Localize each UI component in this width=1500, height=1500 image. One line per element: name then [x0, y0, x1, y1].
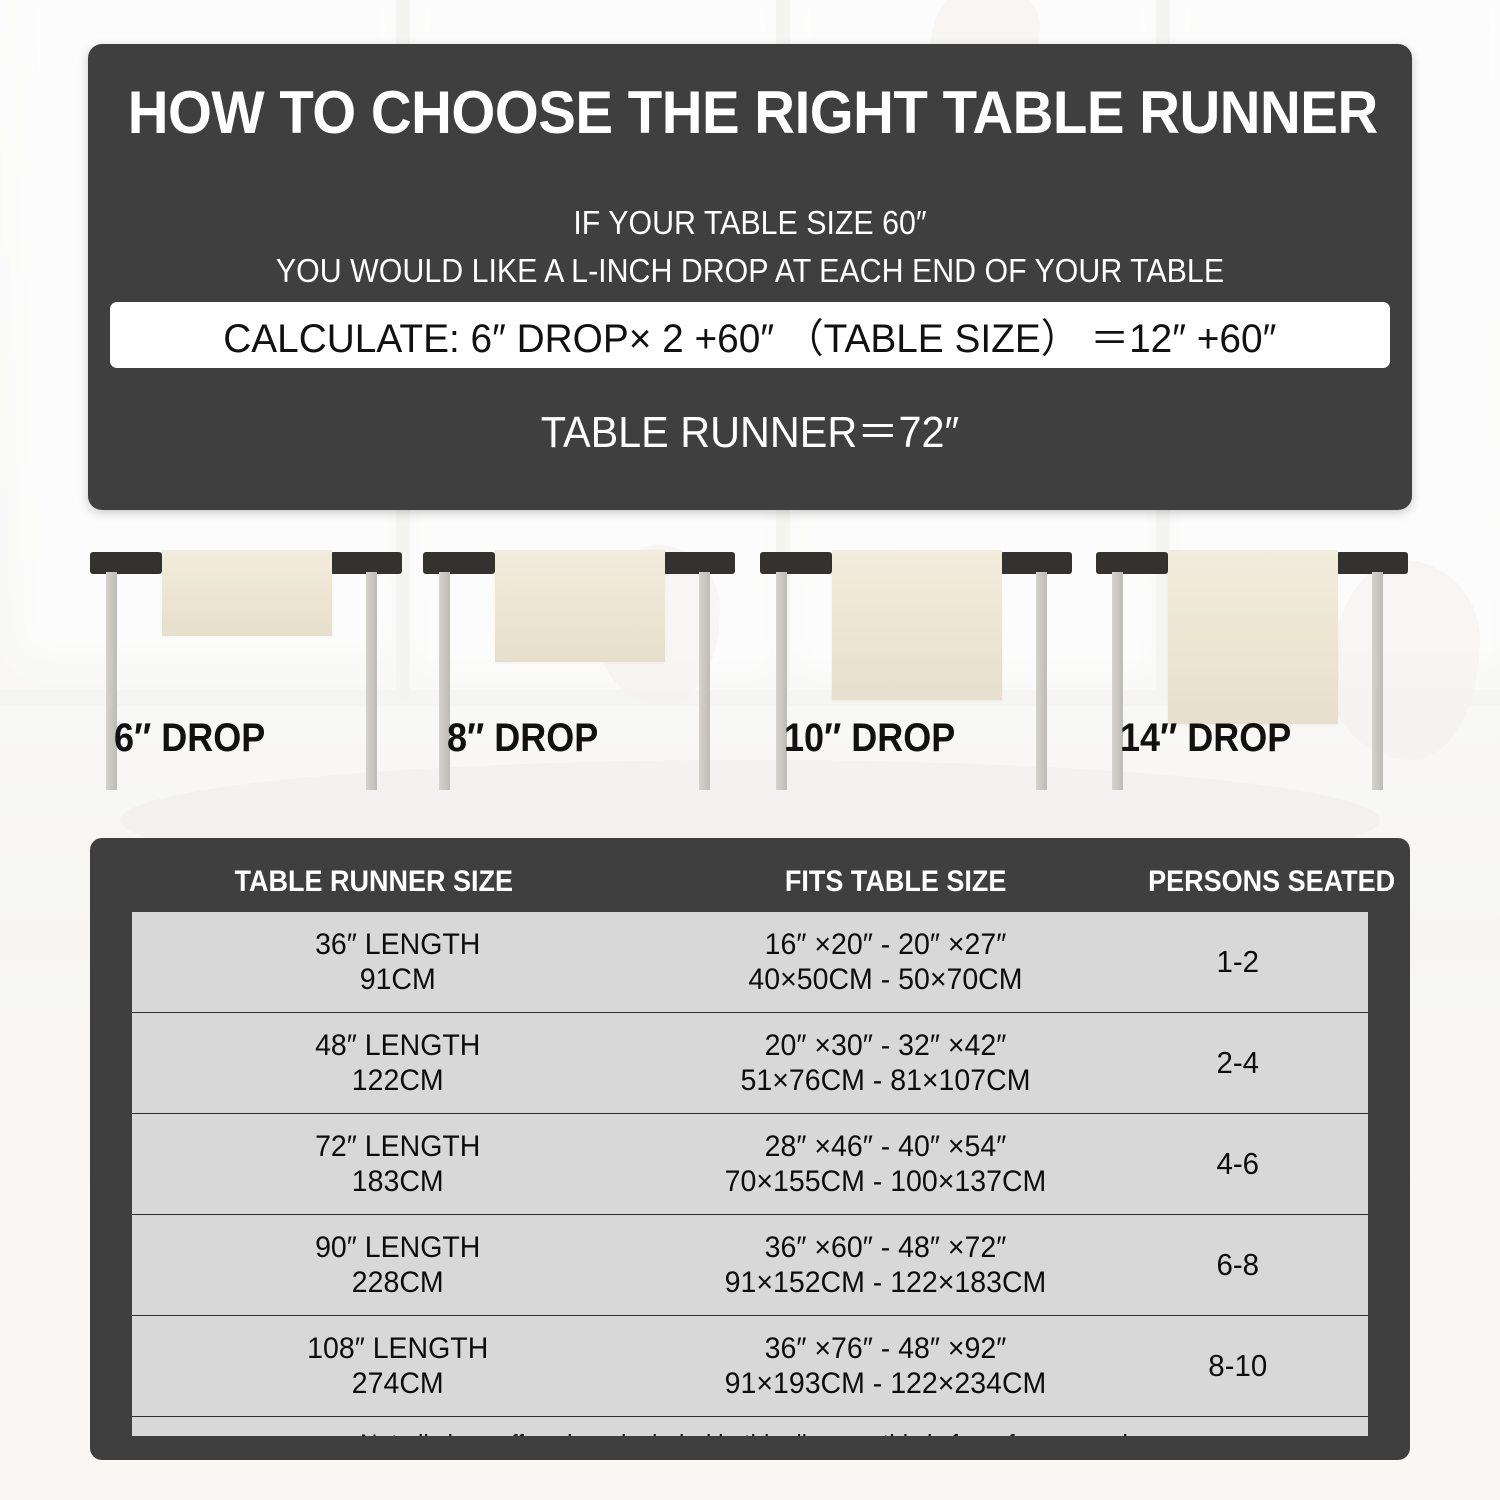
table-leg-left	[776, 572, 787, 790]
drop-illustration: 10″ DROP	[760, 540, 1080, 790]
drop-illustrations: 6″ DROP 8″ DROP 10″ DROP 14″ DROP	[90, 540, 1416, 790]
fits-size-inches: 28″ ×46″ - 40″ ×54″	[765, 1129, 1007, 1163]
drop-illustration: 14″ DROP	[1096, 540, 1416, 790]
table-body: 36″ LENGTH 91CM 16″ ×20″ - 20″ ×27″ 40×5…	[132, 912, 1368, 1436]
table-row: 90″ LENGTH 228CM 36″ ×60″ - 48″ ×72″ 91×…	[132, 1215, 1368, 1316]
header-panel: HOW TO CHOOSE THE RIGHT TABLE RUNNER IF …	[88, 44, 1412, 510]
runner-size-inches: 90″ LENGTH	[315, 1230, 481, 1264]
table-row: 72″ LENGTH 183CM 28″ ×46″ - 40″ ×54″ 70×…	[132, 1114, 1368, 1215]
column-header-persons: PERSONS SEATED	[1147, 865, 1395, 898]
table-leg-right	[366, 572, 377, 790]
runner-total-result: TABLE RUNNER＝72″	[540, 408, 960, 457]
table-leg-right	[1372, 572, 1383, 790]
cell-fits-table-size: 28″ ×46″ - 40″ ×54″ 70×155CM - 100×137CM	[675, 1129, 1098, 1200]
calculation-box: CALCULATE: 6″ DROP× 2 +60″ （TABLE SIZE） …	[110, 302, 1390, 368]
column-header-fits-table: FITS TABLE SIZE	[784, 865, 1006, 898]
table-runner-fabric	[162, 550, 332, 636]
cell-fits-table-size: 36″ ×76″ - 48″ ×92″ 91×193CM - 122×234CM	[675, 1331, 1098, 1402]
table-row: 36″ LENGTH 91CM 16″ ×20″ - 20″ ×27″ 40×5…	[132, 912, 1368, 1013]
cell-fits-table-size: 20″ ×30″ - 32″ ×42″ 51×76CM - 81×107CM	[675, 1028, 1098, 1099]
table-disclaimer-note: Not all sizes offered are included in th…	[151, 1417, 1350, 1437]
fits-size-cm: 51×76CM - 81×107CM	[740, 1064, 1031, 1097]
fits-size-cm: 40×50CM - 50×70CM	[748, 963, 1023, 996]
cell-runner-size: 36″ LENGTH 91CM	[145, 927, 650, 998]
fits-size-inches: 36″ ×76″ - 48″ ×92″	[765, 1331, 1007, 1365]
drop-label: 14″ DROP	[1120, 716, 1292, 760]
table-leg-left	[106, 572, 117, 790]
cell-runner-size: 108″ LENGTH 274CM	[145, 1331, 650, 1402]
fits-size-cm: 70×155CM - 100×137CM	[725, 1165, 1047, 1198]
tabletop-left-edge	[423, 552, 495, 574]
drop-illustration: 8″ DROP	[423, 540, 743, 790]
table-leg-right	[699, 572, 710, 790]
runner-size-cm: 274CM	[351, 1367, 444, 1400]
cell-runner-size: 48″ LENGTH 122CM	[145, 1028, 650, 1099]
size-table-panel: TABLE RUNNER SIZE FITS TABLE SIZE PERSON…	[90, 838, 1410, 1460]
tabletop-right-edge	[330, 552, 402, 574]
tabletop-left-edge	[1096, 552, 1168, 574]
runner-size-inches: 36″ LENGTH	[315, 927, 481, 961]
calculation-formula: CALCULATE: 6″ DROP× 2 +60″ （TABLE SIZE） …	[223, 317, 1277, 361]
fits-size-inches: 36″ ×60″ - 48″ ×72″	[765, 1230, 1007, 1264]
cell-fits-table-size: 36″ ×60″ - 48″ ×72″ 91×152CM - 122×183CM	[675, 1230, 1098, 1301]
table-leg-right	[1036, 572, 1047, 790]
cell-persons-seated: 1-2	[1216, 944, 1260, 979]
subtitle-drop-instruction: YOU WOULD LIKE A L-INCH DROP AT EACH END…	[275, 252, 1225, 289]
cell-runner-size: 72″ LENGTH 183CM	[145, 1129, 650, 1200]
subtitle-table-size: IF YOUR TABLE SIZE 60″	[573, 204, 927, 241]
drop-label: 6″ DROP	[114, 716, 266, 760]
tabletop-left-edge	[90, 552, 162, 574]
runner-size-inches: 108″ LENGTH	[307, 1331, 489, 1365]
drop-label: 10″ DROP	[784, 716, 956, 760]
table-runner-fabric	[1168, 550, 1338, 724]
cell-runner-size: 90″ LENGTH 228CM	[145, 1230, 650, 1301]
drop-label: 8″ DROP	[447, 716, 599, 760]
cell-persons-seated: 8-10	[1208, 1348, 1268, 1383]
table-runner-fabric	[495, 550, 665, 662]
runner-size-inches: 72″ LENGTH	[315, 1129, 481, 1163]
table-header-row: TABLE RUNNER SIZE FITS TABLE SIZE PERSON…	[90, 854, 1410, 910]
cell-fits-table-size: 16″ ×20″ - 20″ ×27″ 40×50CM - 50×70CM	[675, 927, 1098, 998]
runner-size-cm: 183CM	[351, 1165, 444, 1198]
page-title: HOW TO CHOOSE THE RIGHT TABLE RUNNER	[127, 79, 1378, 146]
fits-size-cm: 91×193CM - 122×234CM	[725, 1367, 1047, 1400]
runner-size-cm: 122CM	[351, 1064, 444, 1097]
drop-illustration: 6″ DROP	[90, 540, 410, 790]
runner-size-inches: 48″ LENGTH	[315, 1028, 481, 1062]
table-runner-fabric	[832, 550, 1002, 700]
runner-size-cm: 91CM	[359, 963, 436, 996]
cell-persons-seated: 6-8	[1216, 1247, 1260, 1282]
table-row: 108″ LENGTH 274CM 36″ ×76″ - 48″ ×92″ 91…	[132, 1316, 1368, 1417]
cell-persons-seated: 4-6	[1216, 1146, 1260, 1181]
tabletop-right-edge	[663, 552, 735, 574]
table-leg-left	[439, 572, 450, 790]
tabletop-right-edge	[1336, 552, 1408, 574]
tabletop-right-edge	[1000, 552, 1072, 574]
column-header-runner-size: TABLE RUNNER SIZE	[234, 865, 514, 898]
table-row: 48″ LENGTH 122CM 20″ ×30″ - 32″ ×42″ 51×…	[132, 1013, 1368, 1114]
fits-size-cm: 91×152CM - 122×183CM	[725, 1266, 1047, 1299]
fits-size-inches: 16″ ×20″ - 20″ ×27″	[765, 927, 1007, 961]
fits-size-inches: 20″ ×30″ - 32″ ×42″	[765, 1028, 1007, 1062]
runner-size-cm: 228CM	[351, 1266, 444, 1299]
tabletop-left-edge	[760, 552, 832, 574]
table-leg-left	[1112, 572, 1123, 790]
cell-persons-seated: 2-4	[1216, 1045, 1260, 1080]
